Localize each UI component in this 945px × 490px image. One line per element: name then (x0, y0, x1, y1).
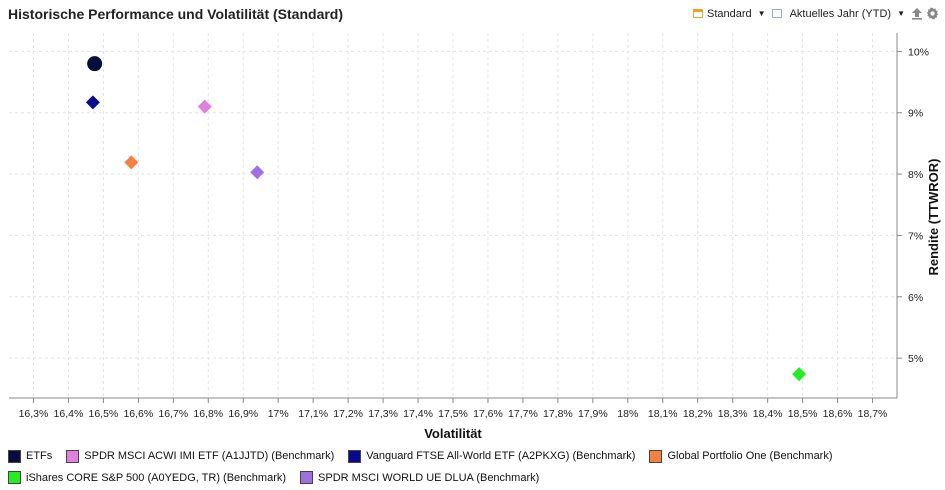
y-tick-label: 7% (908, 230, 923, 242)
chart-legend: ETFs SPDR MSCI ACWI IMI ETF (A1JJTD) (Ben… (8, 447, 938, 490)
legend-swatch (300, 471, 314, 484)
legend-item[interactable]: Vanguard FTSE All-World ETF (A2PKXG) (Be… (348, 447, 635, 465)
x-tick-label: 18,2% (683, 408, 713, 420)
y-tick-label: 8% (908, 169, 923, 181)
calendar-icon (771, 9, 782, 18)
legend-swatch (8, 471, 21, 484)
legend-item[interactable]: SPDR MSCI WORLD UE DLUA (Benchmark) (300, 469, 539, 487)
data-points (85, 56, 807, 382)
view-selector[interactable]: Standard ▼ (693, 8, 766, 20)
x-tick-label: 17,6% (473, 408, 503, 420)
legend-swatch (66, 449, 80, 463)
x-tick-label: 18,7% (858, 408, 888, 420)
axes (9, 33, 902, 403)
chevron-down-icon: ▼ (897, 9, 905, 18)
x-tick-label: 17,3% (368, 408, 398, 420)
legend-swatch (8, 449, 21, 463)
chevron-down-icon: ▼ (757, 9, 766, 18)
x-tick-label: 17,4% (403, 408, 433, 420)
x-tick-label: 16,6% (123, 408, 153, 420)
x-tick-label: 16,3% (19, 408, 49, 420)
x-tick-label: 16,8% (193, 408, 223, 420)
x-tick-label: 17,7% (508, 408, 538, 420)
view-icon (693, 9, 704, 18)
data-point-diamond (124, 155, 139, 170)
period-label: Aktuelles Jahr (YTD) (789, 7, 892, 20)
legend-label: iShares CORE S&P 500 (A0YEDG, TR) (Bench… (26, 471, 287, 484)
x-tick-label: 16,7% (158, 408, 188, 420)
y-tick-label: 5% (908, 353, 923, 365)
x-tick-label: 16,5% (89, 408, 119, 420)
export-icon[interactable] (911, 7, 923, 20)
data-point-circle (87, 56, 103, 72)
x-tick-label: 17,1% (298, 408, 328, 420)
x-tick-label: 18,5% (788, 408, 818, 420)
x-axis-label: Volatilität (424, 426, 482, 441)
legend-item[interactable]: iShares CORE S&P 500 (A0YEDG, TR) (Bench… (8, 469, 286, 487)
legend-label: ETFs (26, 450, 53, 462)
x-tick-label: 17% (268, 408, 289, 420)
y-axis-label: Rendite (TTWROR) (926, 159, 941, 276)
legend-item[interactable]: SPDR MSCI ACWI IMI ETF (A1JJTD) (Benchma… (66, 447, 334, 465)
x-tick-label: 17,5% (438, 408, 468, 420)
gear-icon[interactable] (926, 7, 939, 20)
legend-item[interactable]: Global Portfolio One (Benchmark) (649, 447, 833, 465)
legend-swatch (348, 449, 362, 463)
x-tick-label: 17,8% (543, 408, 573, 420)
legend-swatch (649, 449, 663, 463)
legend-label: Vanguard FTSE All-World ETF (A2PKXG) (Be… (366, 450, 636, 462)
x-tick-label: 18,6% (823, 408, 853, 420)
x-tick-label: 18,1% (648, 408, 678, 420)
tick-labels: 16,3% 16,4% 16,5% 16,6% 16,7% 16,8% 16,9% 17% 17… (19, 46, 929, 420)
x-tick-label: 18% (617, 408, 638, 420)
grid-lines (9, 33, 897, 398)
legend-label: SPDR MSCI ACWI IMI ETF (A1JJTD) (Benchma… (84, 450, 335, 462)
data-point-diamond (250, 165, 265, 180)
x-tick-label: 16,9% (228, 408, 258, 420)
x-tick-label: 16,4% (54, 408, 84, 420)
data-point-diamond (197, 99, 212, 114)
legend-label: Global Portfolio One (Benchmark) (667, 450, 833, 462)
period-selector[interactable]: Aktuelles Jahr (YTD) ▼ (771, 7, 905, 20)
chart-toolbar: Standard ▼ Aktuelles Jahr (YTD) ▼ (687, 7, 939, 20)
view-label: Standard (707, 7, 752, 20)
y-tick-label: 6% (908, 292, 923, 304)
x-tick-label: 17,9% (578, 408, 608, 420)
data-point-diamond (85, 95, 100, 110)
data-point-diamond (792, 367, 807, 382)
x-tick-label: 18,4% (753, 408, 783, 420)
legend-label: SPDR MSCI WORLD UE DLUA (Benchmark) (318, 471, 540, 484)
x-tick-label: 18,3% (718, 408, 748, 420)
y-tick-label: 9% (908, 108, 923, 120)
legend-item[interactable]: ETFs (8, 447, 52, 465)
chart-title: Historische Performance und Volatilität … (8, 6, 344, 22)
x-tick-label: 17,2% (333, 408, 363, 420)
y-tick-label: 10% (908, 46, 929, 58)
